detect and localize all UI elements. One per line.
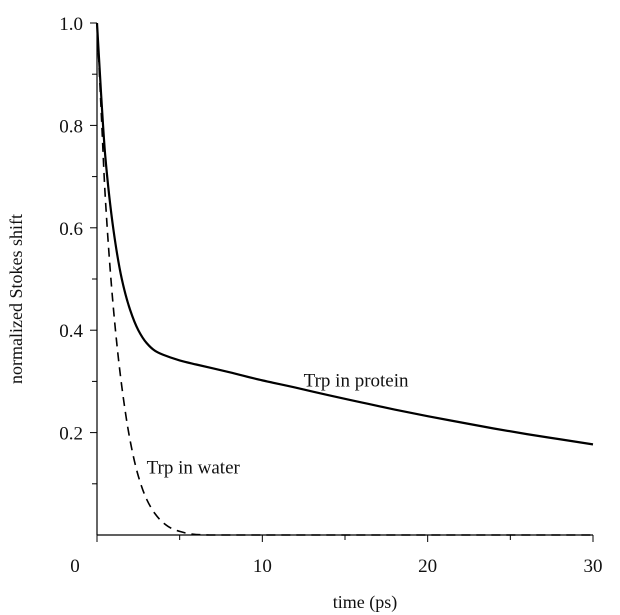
y-tick-label: 1.0 (59, 14, 83, 35)
y-tick-label: 0.2 (59, 424, 83, 445)
annotation-label: Trp in protein (304, 371, 409, 392)
y-ticks: 0.2 0.4 0.6 0.8 1.0 (59, 14, 97, 485)
series-line-trp-in-protein (95, 22, 594, 446)
x-axis-title: time (ps) (333, 592, 398, 613)
plot-area (95, 22, 594, 536)
series-line-trp-in-water (96, 22, 593, 536)
x-ticks: 0 10 20 30 (70, 535, 603, 577)
annotation-label: Trp in water (147, 458, 241, 479)
x-tick-label: 20 (418, 556, 437, 577)
x-tick-label: 30 (584, 556, 603, 577)
annotations: Trp in protein Trp in water (147, 371, 409, 479)
x-tick-label: 0 (70, 556, 80, 577)
y-axis-title: normalized Stokes shift (6, 214, 26, 384)
y-tick-label: 0.4 (59, 321, 83, 342)
x-axis: 0 10 20 30 (70, 534, 603, 577)
y-tick-label: 0.8 (59, 116, 83, 137)
y-axis: 0.2 0.4 0.6 0.8 1.0 (59, 14, 98, 535)
y-tick-label: 0.6 (59, 219, 83, 240)
x-tick-label: 10 (253, 556, 272, 577)
